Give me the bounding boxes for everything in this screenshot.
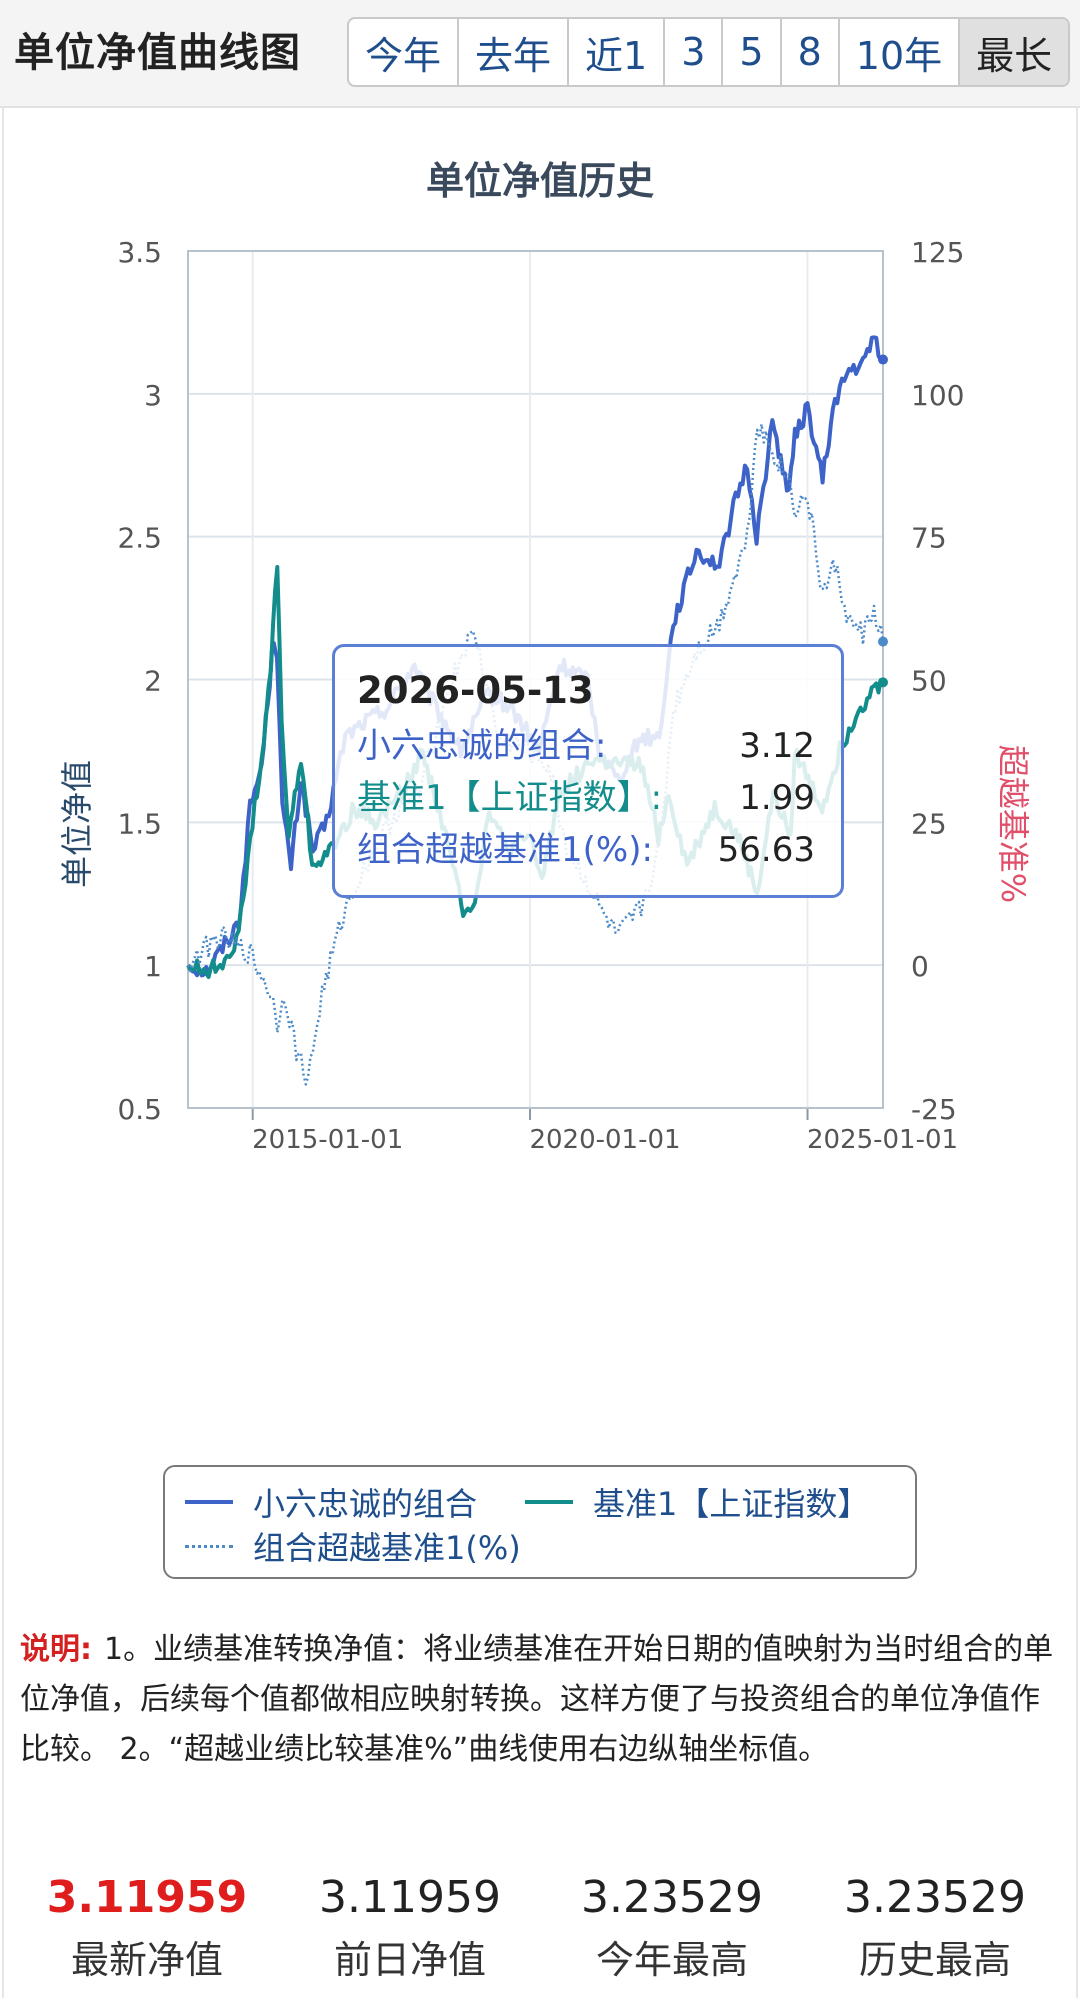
y-axis-label-right: 超越基准% [994,745,1032,903]
tooltip-excess-value: 56.63 [717,830,815,870]
series-endpoint-0 [878,354,888,365]
y-tick-label-right: 25 [911,807,947,840]
chart-card [2,108,1078,1998]
stat-previous-nav: 3.11959 前日净值 [290,1870,530,1990]
y-axis-label-left: 单位净值 [58,760,96,888]
stat-latest-nav: 3.11959 最新净值 [27,1870,267,1990]
tooltip-portfolio-label: 小六忠诚的组合: [357,726,607,766]
nav-stats: 3.11959 最新净值 3.11959 前日净值 3.23529 今年最高 3… [0,1870,1080,1998]
stat-all-time-high-label: 历史最高 [858,1938,1011,1982]
legend-swatch-excess [185,1544,233,1548]
y-tick-label-left: 3 [144,379,162,412]
legend-label-excess: 组合超越基准1(%) [253,1529,521,1567]
x-tick-label: 2015-01-01 [252,1125,403,1155]
tooltip-benchmark-label: 基准1【上证指数】: [357,778,663,818]
range-button-10-years[interactable]: 10年 [840,19,961,85]
stat-latest-nav-value: 3.11959 [46,1872,248,1923]
stat-year-high-value: 3.23529 [581,1872,763,1923]
y-tick-label-right: 50 [911,665,947,698]
y-tick-label-right: 125 [911,236,964,269]
stat-year-high: 3.23529 今年最高 [552,1870,792,1990]
x-tick-label: 2025-01-01 [807,1125,958,1155]
x-tick-label: 2020-01-01 [529,1125,680,1155]
range-button-recent-1[interactable]: 近1 [569,19,666,85]
legend-item-portfolio[interactable]: 小六忠诚的组合 [185,1479,477,1525]
y-tick-label-right: -25 [911,1093,957,1126]
chart-note: 说明: 1。业绩基准转换净值：将业绩基准在开始日期的值映射为当时组合的单位净值，后… [20,1625,1060,1775]
range-button-3[interactable]: 3 [665,19,724,85]
series-endpoint-2 [878,636,888,647]
stat-all-time-high: 3.23529 历史最高 [815,1870,1055,1990]
stat-all-time-high-value: 3.23529 [844,1872,1026,1923]
range-selector: 今年 去年 近1 3 5 8 10年 最长 [347,17,1071,87]
y-tick-label-left: 2 [144,665,162,698]
chart-title: 单位净值历史 [426,159,654,203]
legend-item-excess[interactable]: 组合超越基准1(%) [185,1523,521,1569]
legend-label-benchmark: 基准1【上证指数】 [593,1485,870,1523]
top-bar: 单位净值曲线图 今年 去年 近1 3 5 8 10年 最长 [0,0,1080,108]
stat-previous-nav-value: 3.11959 [319,1872,501,1923]
tooltip-date: 2026-05-13 [357,669,594,712]
y-tick-label-left: 0.5 [117,1093,162,1126]
page-title: 单位净值曲线图 [14,30,301,76]
tooltip-benchmark-value: 1.99 [739,778,815,818]
range-button-8[interactable]: 8 [782,19,840,85]
y-tick-label-right: 0 [911,950,929,983]
legend-item-benchmark[interactable]: 基准1【上证指数】 [525,1479,869,1525]
series-endpoint-1 [878,677,888,688]
range-button-longest[interactable]: 最长 [960,19,1069,85]
tooltip-row-portfolio: 小六忠诚的组合: 3.12 [357,720,815,772]
y-tick-label-left: 1.5 [117,807,162,840]
range-button-last-year[interactable]: 去年 [459,19,570,85]
y-tick-label-left: 2.5 [117,522,162,555]
range-button-this-year[interactable]: 今年 [349,19,460,85]
y-tick-label-left: 1 [144,950,162,983]
stat-previous-nav-label: 前日净值 [333,1938,486,1982]
series-line-2[interactable] [186,422,885,1086]
y-tick-label-right: 100 [911,379,964,412]
legend-swatch-portfolio [185,1500,233,1504]
stat-latest-nav-label: 最新净值 [70,1938,223,1982]
legend-swatch-benchmark [525,1500,573,1504]
chart-axes: 3.5 125 3 100 2.5 75 2 50 1.5 25 1 0 0.5 -25 2015-01-0… [117,236,964,1155]
range-button-5[interactable]: 5 [723,19,782,85]
tooltip-row-excess: 组合超越基准1(%): 56.63 [357,824,815,876]
stat-year-high-label: 今年最高 [595,1938,748,1982]
tooltip-portfolio-value: 3.12 [739,726,815,766]
tooltip-row-benchmark: 基准1【上证指数】: 1.99 [357,772,815,824]
note-label: 说明: [20,1632,92,1667]
y-tick-label-left: 3.5 [117,236,162,269]
note-text: 1。业绩基准转换净值：将业绩基准在开始日期的值映射为当时组合的单位净值，后续每个… [20,1632,1054,1767]
tooltip-excess-label: 组合超越基准1(%): [357,830,653,870]
chart-legend: 小六忠诚的组合 基准1【上证指数】 组合超越基准1(%) [163,1465,917,1579]
legend-label-portfolio: 小六忠诚的组合 [253,1485,478,1523]
y-tick-label-right: 75 [911,522,947,555]
chart-tooltip: 2026-05-13 小六忠诚的组合: 3.12 基准1【上证指数】: 1.99… [332,644,844,898]
